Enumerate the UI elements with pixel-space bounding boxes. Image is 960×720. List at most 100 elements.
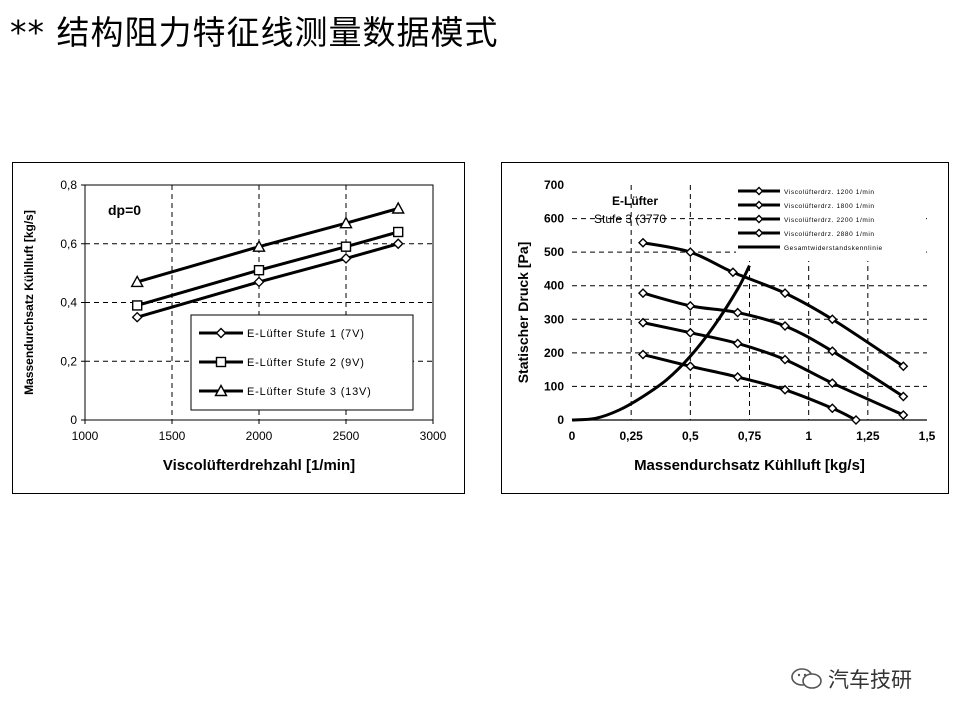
- legend-label: Viscolüfterdrz. 2880 1/min: [784, 231, 875, 238]
- x-tick-label: 1,5: [919, 429, 936, 443]
- data-point: [898, 409, 909, 420]
- y-tick-label: 0,2: [60, 354, 77, 368]
- chart-left: 1000 1500 2000 2500 3000 0 0,2 0,4 0,6 0,8 Viscolü…: [12, 162, 465, 494]
- legend-label: E-Lüfter Stufe 2 (9V): [247, 357, 365, 369]
- y-tick-label: 0,6: [60, 237, 77, 251]
- data-point: [732, 338, 743, 349]
- data-point: [393, 226, 404, 238]
- y-axis-label: Statischer Druck [Pa]: [515, 242, 531, 384]
- data-point: [827, 378, 838, 389]
- y-axis-label: Massendurchsatz Kühlluft [kg/s]: [22, 210, 36, 395]
- data-point: [780, 321, 790, 331]
- y-tick-label: 500: [544, 245, 564, 259]
- series-2: [131, 226, 404, 311]
- legend-label: Viscolüfterdrz. 1800 1/min: [784, 203, 875, 210]
- data-point: [827, 403, 838, 414]
- data-point: [638, 237, 648, 248]
- data-point: [780, 288, 790, 299]
- data-point: [727, 267, 738, 278]
- data-point: [685, 361, 696, 372]
- data-point: [685, 327, 696, 338]
- data-point: [638, 349, 648, 360]
- data-point: [340, 241, 352, 252]
- data-point: [253, 276, 265, 288]
- legend-marker: [214, 384, 228, 397]
- x-axis-label: Viscolüfterdrehzahl [1/min]: [163, 457, 355, 474]
- x-tick-label: 1,25: [856, 429, 880, 443]
- legend-label: Gesamtwiderstandskennlinie: [784, 245, 883, 252]
- data-point: [638, 288, 648, 299]
- data-point: [392, 238, 404, 250]
- data-point: [685, 300, 696, 311]
- x-tick-label: 3000: [420, 429, 447, 443]
- x-tick-label: 0,75: [738, 429, 762, 443]
- annotation-line-1: E-Lüfter: [612, 194, 658, 208]
- y-tick-label: 200: [544, 346, 564, 360]
- legend-marker: [215, 327, 227, 339]
- y-tick-label: 0,8: [60, 178, 77, 192]
- data-point: [780, 354, 790, 365]
- legend-label: Viscolüfterdrz. 1200 1/min: [784, 189, 875, 196]
- data-point: [131, 300, 143, 311]
- data-point: [732, 372, 743, 383]
- chart-left-legend: E-Lüfter Stufe 1 (7V) E-Lüfter Stufe 2 (9…: [190, 314, 414, 411]
- data-point: [252, 239, 266, 252]
- wechat-icon: [791, 668, 822, 689]
- x-tick-label: 1: [805, 429, 812, 443]
- y-tick-label: 0: [70, 413, 77, 427]
- data-point: [391, 201, 405, 214]
- series-line: [642, 321, 904, 417]
- y-tick-label: 400: [544, 279, 564, 293]
- y-tick-label: 0,4: [60, 296, 77, 310]
- y-tick-label: 0: [557, 413, 564, 427]
- data-point: [131, 311, 143, 323]
- dp-annotation: dp=0: [108, 202, 141, 218]
- x-axis-label: Massendurchsatz Kühlluft [kg/s]: [634, 457, 865, 474]
- data-point: [253, 264, 265, 276]
- series-5: [571, 264, 751, 422]
- data-point: [685, 247, 696, 258]
- legend-marker: [754, 200, 764, 210]
- y-tick-label: 700: [544, 178, 564, 192]
- x-tick-label: 1000: [72, 429, 99, 443]
- x-tick-label: 2000: [246, 429, 273, 443]
- series-line: [642, 291, 905, 398]
- data-point: [851, 415, 861, 425]
- y-tick-label: 300: [544, 312, 564, 326]
- watermark: 汽车技研: [790, 664, 912, 694]
- series-1: [131, 238, 404, 323]
- data-point: [780, 384, 790, 395]
- data-point: [732, 307, 743, 318]
- data-point: [340, 252, 352, 264]
- x-tick-label: 0,5: [682, 429, 699, 443]
- series-1: [638, 349, 861, 425]
- watermark-text: 汽车技研: [828, 668, 912, 692]
- chart-right-legend: Viscolüfterdrz. 1200 1/min Viscolüfterdrz…: [736, 183, 926, 261]
- legend-label: E-Lüfter Stufe 3 (13V): [247, 386, 372, 398]
- data-point: [339, 216, 353, 229]
- legend-marker: [215, 356, 227, 368]
- x-tick-label: 1500: [159, 429, 186, 443]
- y-tick-label: 100: [544, 379, 564, 393]
- series-4: [638, 237, 909, 372]
- data-point: [898, 391, 909, 402]
- y-tick-label: 600: [544, 212, 564, 226]
- data-point: [130, 274, 144, 288]
- legend-marker: [754, 228, 764, 238]
- chart-right-svg: 0 0,25 0,5 0,75 1 1,25 1,5 0 100 200 300 400 500 600 7…: [515, 178, 936, 474]
- series-line: [136, 207, 399, 284]
- annotation-line-2: Stufe 3 (3770: [594, 212, 666, 226]
- series-line: [136, 230, 399, 307]
- legend-marker: [754, 186, 764, 196]
- legend-label: Viscolüfterdrz. 2200 1/min: [784, 217, 875, 224]
- data-point: [827, 314, 838, 325]
- series-line: [136, 242, 399, 319]
- chart-left-plot-area: [84, 184, 434, 421]
- x-tick-label: 0: [569, 429, 576, 443]
- data-point: [638, 317, 648, 328]
- series-3: [638, 288, 909, 402]
- chart-right: 0 0,25 0,5 0,75 1 1,25 1,5 0 100 200 300 400 500 600 7…: [501, 162, 949, 494]
- legend-label: E-Lüfter Stufe 1 (7V): [247, 328, 365, 340]
- series-3: [130, 201, 405, 288]
- x-tick-label: 2500: [333, 429, 360, 443]
